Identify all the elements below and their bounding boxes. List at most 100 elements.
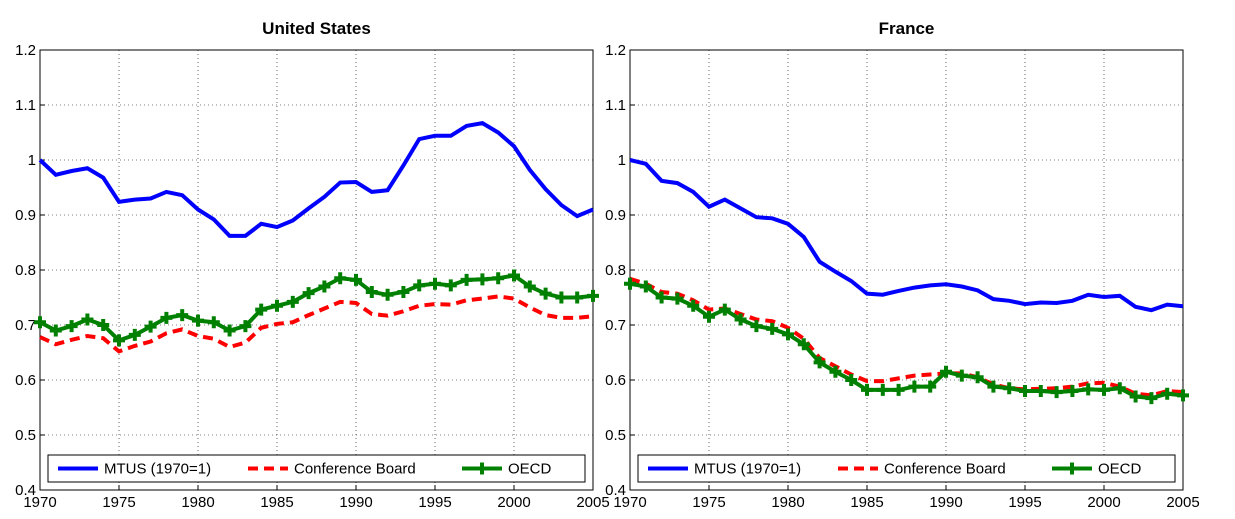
marker (192, 314, 204, 327)
marker (365, 286, 378, 298)
legend-label: OECD (508, 461, 552, 478)
chart-title: United States (262, 19, 371, 38)
x-tick-label: 1995 (418, 494, 451, 511)
marker (476, 273, 489, 286)
x-tick-label: 1975 (692, 494, 725, 511)
x-tick-label: 2000 (1087, 494, 1120, 511)
axes-box (39, 49, 594, 491)
y-tick-label: 1.1 (15, 97, 36, 114)
marker (766, 322, 779, 335)
x-tick-label: 1985 (850, 494, 883, 511)
y-tick-label: 0.7 (605, 317, 626, 334)
marker (207, 316, 220, 329)
marker (703, 310, 715, 323)
marker (286, 295, 299, 308)
marker (223, 324, 236, 337)
marker (176, 309, 189, 322)
marker (940, 365, 952, 378)
marker (797, 338, 810, 351)
x-tick-label: 1985 (260, 494, 293, 511)
marker (160, 311, 173, 324)
marker (734, 313, 747, 326)
marker (892, 383, 905, 396)
marker (876, 383, 889, 396)
legend-label: OECD (1098, 461, 1142, 478)
series-line (629, 158, 1184, 313)
marker (413, 279, 426, 292)
y-tick-label: 0.5 (605, 427, 626, 444)
marker (239, 320, 252, 333)
y-tick-label: 0.6 (15, 372, 36, 389)
marker (924, 380, 937, 393)
marker (271, 299, 283, 312)
marker (397, 286, 410, 298)
marker (508, 269, 520, 282)
marker (255, 303, 268, 316)
marker (539, 287, 552, 300)
marker (113, 334, 125, 347)
marker (571, 291, 584, 304)
legend-label: Conference Board (294, 461, 416, 478)
series-line (39, 294, 594, 354)
marker (350, 273, 362, 286)
marker (861, 383, 873, 396)
legend-label: MTUS (1970=1) (104, 461, 211, 478)
legend-marker (1066, 462, 1078, 475)
marker (460, 273, 473, 286)
chart-title: France (879, 19, 935, 38)
marker (687, 299, 700, 312)
marker (65, 320, 78, 333)
y-tick-label: 1.2 (15, 42, 36, 59)
marker (1129, 390, 1142, 403)
marker (671, 292, 684, 305)
legend-label: Conference Board (884, 461, 1006, 478)
marker (318, 280, 331, 293)
marker (655, 291, 668, 304)
series-line (38, 121, 594, 238)
marker (750, 320, 763, 333)
marker (1050, 386, 1063, 399)
x-tick-label: 1980 (181, 494, 214, 511)
marker (813, 356, 826, 369)
x-tick-label: 1990 (929, 494, 962, 511)
marker (639, 280, 652, 293)
marker (1019, 385, 1031, 397)
marker (1034, 385, 1047, 397)
marker (523, 280, 536, 293)
marker (492, 272, 505, 285)
marker (987, 380, 1000, 393)
marker (955, 369, 968, 382)
marker (302, 287, 315, 300)
marker (97, 319, 110, 331)
y-tick-label: 0.6 (605, 372, 626, 389)
marker (782, 328, 794, 341)
marker (908, 380, 921, 393)
marker (49, 324, 62, 337)
y-tick-label: 1 (618, 152, 626, 169)
y-tick-label: 1 (28, 152, 36, 169)
y-tick-label: 0.9 (605, 207, 626, 224)
marker (829, 365, 842, 378)
marker (1145, 392, 1158, 405)
y-tick-label: 0.5 (15, 427, 36, 444)
marker (1082, 383, 1095, 396)
marker (1098, 383, 1110, 396)
marker (81, 313, 94, 326)
marker (1177, 389, 1189, 402)
marker (1066, 385, 1079, 397)
y-tick-label: 0.8 (15, 262, 36, 279)
marker (444, 279, 457, 292)
x-tick-label: 2005 (1166, 494, 1199, 511)
marker (429, 277, 441, 290)
legend-label: MTUS (1970=1) (694, 461, 801, 478)
marker (624, 277, 636, 290)
marker (1113, 382, 1126, 395)
marker (718, 303, 731, 316)
x-tick-label: 1975 (102, 494, 135, 511)
marker (845, 374, 858, 386)
x-tick-label: 1990 (339, 494, 372, 511)
y-tick-label: 1.2 (605, 42, 626, 59)
x-tick-label: 2005 (576, 494, 609, 511)
x-tick-label: 1995 (1008, 494, 1041, 511)
x-tick-label: 1970 (613, 494, 646, 511)
